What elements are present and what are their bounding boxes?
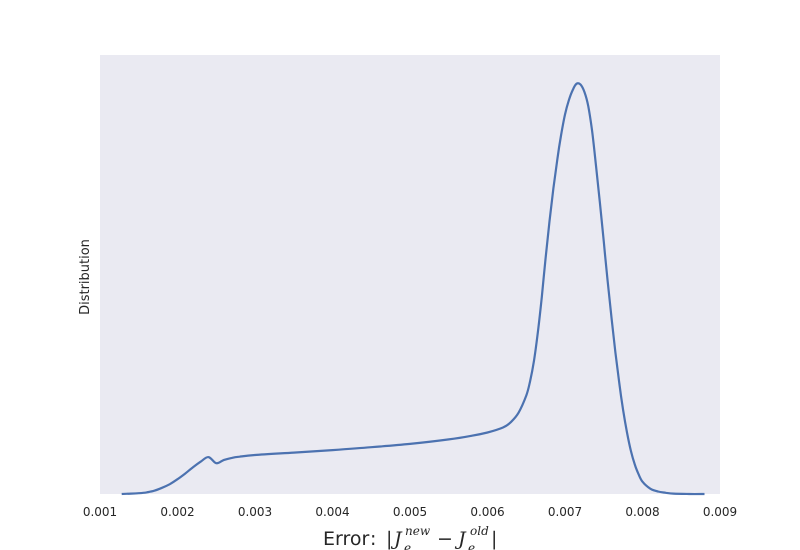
x-axis-label-bar-open: |: [386, 528, 392, 550]
x-tick-label: 0.002: [160, 505, 194, 519]
x-tick-label: 0.001: [83, 505, 117, 519]
x-axis-label-colon: :: [370, 528, 376, 550]
x-axis-label-sup-old: old: [470, 524, 489, 538]
x-tick-label: 0.009: [703, 505, 737, 519]
x-axis-label-j-new: J: [390, 528, 403, 550]
x-tick-label: 0.003: [238, 505, 272, 519]
x-tick-label: 0.007: [548, 505, 582, 519]
x-axis-label-sub-new: e: [404, 541, 411, 550]
kde-line: [121, 82, 705, 496]
x-axis-label: Error : | J e new − J e old |: [323, 524, 497, 550]
y-axis-label: Distribution: [78, 239, 93, 315]
x-axis-label-sub-old: e: [468, 541, 475, 550]
x-tick-label: 0.005: [393, 505, 427, 519]
x-tick-label: 0.004: [315, 505, 349, 519]
x-axis-label-minus: −: [437, 528, 453, 550]
x-axis-label-prefix: Error: [323, 528, 370, 550]
x-tick-label: 0.006: [470, 505, 504, 519]
x-axis-label-j-old: J: [454, 528, 467, 550]
plot-area: [100, 55, 720, 494]
x-tick-label: 0.008: [625, 505, 659, 519]
x-axis-ticks: 0.001 0.002 0.003 0.004 0.005 0.006 0.007 0.008…: [83, 505, 737, 519]
x-axis-label-sup-new: new: [405, 524, 431, 538]
x-axis-label-bar-close: |: [491, 528, 497, 550]
